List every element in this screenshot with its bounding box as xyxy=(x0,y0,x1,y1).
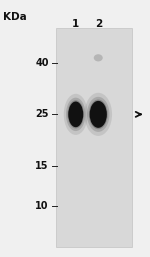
Text: 1: 1 xyxy=(72,20,79,29)
Ellipse shape xyxy=(64,94,88,135)
Ellipse shape xyxy=(68,102,83,127)
Ellipse shape xyxy=(89,99,108,129)
Text: 2: 2 xyxy=(95,20,102,29)
Ellipse shape xyxy=(66,98,86,131)
Ellipse shape xyxy=(68,100,84,128)
Ellipse shape xyxy=(90,101,107,128)
Text: KDa: KDa xyxy=(3,12,27,22)
Text: 10: 10 xyxy=(35,201,49,210)
Ellipse shape xyxy=(84,93,112,136)
Ellipse shape xyxy=(87,97,110,132)
Text: 25: 25 xyxy=(35,109,49,119)
Text: 40: 40 xyxy=(35,58,49,68)
Ellipse shape xyxy=(94,54,103,61)
Text: 15: 15 xyxy=(35,161,49,171)
Bar xyxy=(56,28,132,247)
